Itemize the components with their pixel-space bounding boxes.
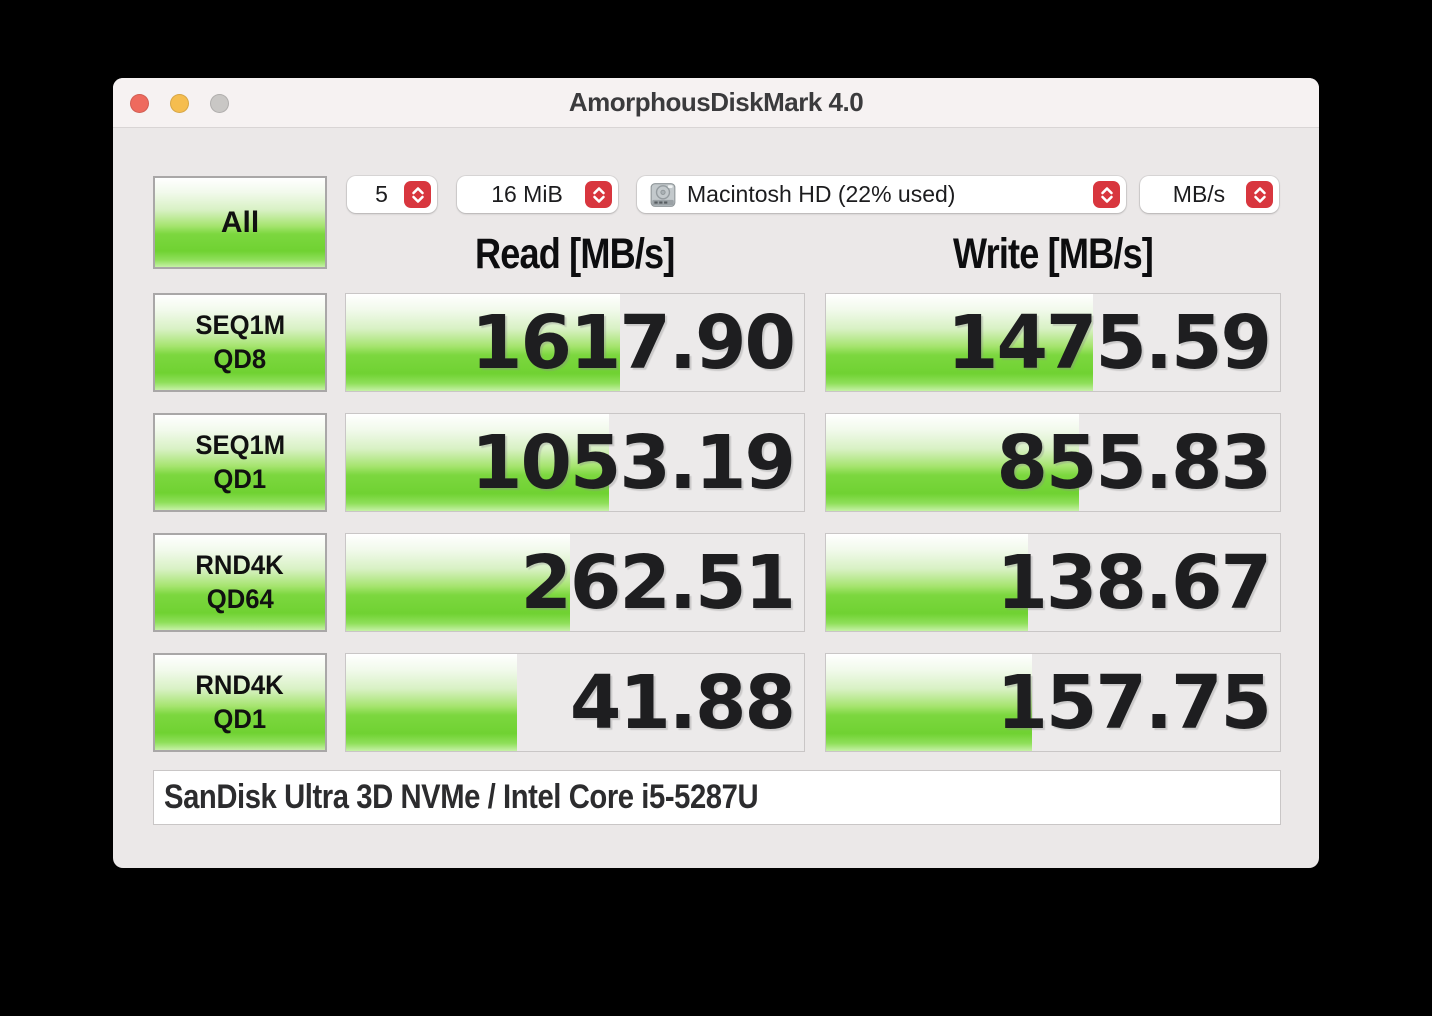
title-bar: AmorphousDiskMark 4.0 [113,78,1319,128]
read-result-cell: 1053.19 [345,413,805,512]
write-result-cell: 138.67 [825,533,1281,632]
run-count-select[interactable]: 5 [347,176,437,213]
read-result-bar [346,414,609,511]
block-size-value: 16 MiB [491,181,563,207]
write-value: 138.67 [996,539,1272,626]
unit-select[interactable]: MB/s [1140,176,1279,213]
test-button-rnd4k-qd1[interactable]: RND4K QD1 [153,653,327,752]
test-row-seq1m-qd8: SEQ1M QD8 1617.90 1475.59 [113,293,1319,392]
write-value: 1475.59 [946,299,1272,386]
read-column-header: Read [MB/s] [475,229,675,278]
app-window: AmorphousDiskMark 4.0 All 5 16 MiB [113,78,1319,868]
block-size-select[interactable]: 16 MiB [457,176,618,213]
test-button-seq1m-qd8[interactable]: SEQ1M QD8 [153,293,327,392]
run-all-label: All [220,205,260,239]
test-row-rnd4k-qd1: RND4K QD1 41.88 157.75 [113,653,1319,752]
write-result-bar [826,414,1080,511]
comment-field[interactable]: SanDisk Ultra 3D NVMe / Intel Core i5-52… [153,770,1281,825]
stepper-icon [404,181,431,208]
write-result-cell: 855.83 [825,413,1281,512]
hard-disk-icon [649,181,677,209]
write-result-cell: 157.75 [825,653,1281,752]
write-value: 855.83 [996,419,1272,506]
stepper-icon [1093,181,1120,208]
write-result-bar [826,654,1032,751]
read-value: 1617.90 [470,299,796,386]
read-result-cell: 41.88 [345,653,805,752]
test-button-seq1m-qd1[interactable]: SEQ1M QD1 [153,413,327,512]
read-result-bar [346,654,518,751]
write-value: 157.75 [996,659,1272,746]
zoom-button[interactable] [210,94,229,113]
unit-value: MB/s [1172,181,1226,207]
write-column-header: Write [MB/s] [953,229,1154,278]
target-disk-value: Macintosh HD (22% used) [687,181,956,207]
read-result-bar [346,534,570,631]
device-info-text: SanDisk Ultra 3D NVMe / Intel Core i5-52… [164,778,759,816]
read-result-bar [346,294,620,391]
run-count-value: 5 [375,181,388,207]
write-result-bar [826,534,1028,631]
target-disk-select[interactable]: Macintosh HD (22% used) [637,176,1126,213]
window-title: AmorphousDiskMark 4.0 [568,87,864,117]
read-result-cell: 262.51 [345,533,805,632]
read-result-cell: 1617.90 [345,293,805,392]
run-all-button[interactable]: All [153,176,327,269]
minimize-button[interactable] [170,94,189,113]
stepper-icon [585,181,612,208]
close-button[interactable] [130,94,149,113]
test-button-rnd4k-qd64[interactable]: RND4K QD64 [153,533,327,632]
write-result-cell: 1475.59 [825,293,1281,392]
read-value: 262.51 [520,539,796,626]
stepper-icon [1246,181,1273,208]
write-result-bar [826,294,1094,391]
test-row-seq1m-qd1: SEQ1M QD1 1053.19 855.83 [113,413,1319,512]
read-value: 1053.19 [470,419,796,506]
test-row-rnd4k-qd64: RND4K QD64 262.51 138.67 [113,533,1319,632]
read-value: 41.88 [569,659,796,746]
